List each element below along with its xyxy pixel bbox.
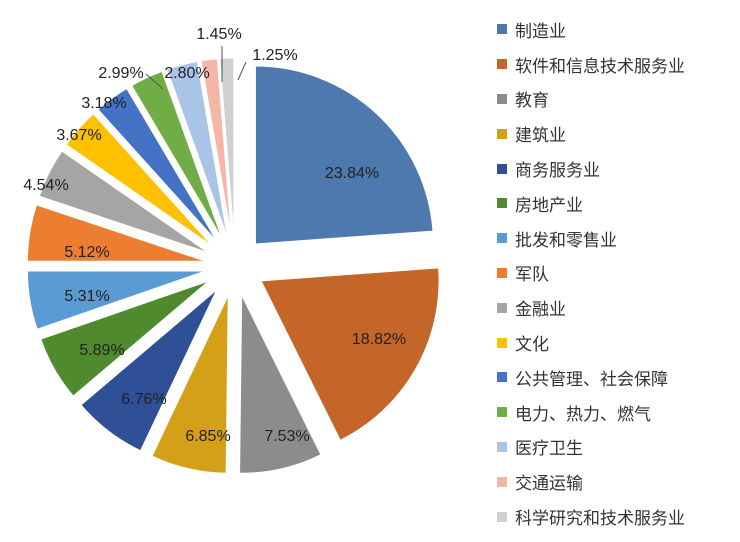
legend-item: 建筑业 [497,116,737,151]
label-leader-line [145,73,164,90]
legend-item: 金融业 [497,290,737,325]
pie-slice [80,289,218,452]
data-label: 1.25% [252,47,297,64]
label-leader-line [237,61,247,81]
legend-item: 科学研究和技术服务业 [497,499,737,534]
data-label: 6.76% [121,391,166,408]
legend-item: 批发和零售业 [497,221,737,256]
legend-label: 文化 [515,335,549,356]
legend-swatch [497,337,507,348]
legend-label: 软件和信息技术服务业 [515,56,685,77]
data-label: 3.67% [56,127,101,144]
pie-slice [219,57,235,237]
legend-swatch [497,302,507,313]
legend-item: 房地产业 [497,186,737,221]
data-label: 5.31% [64,288,109,305]
legend-item: 公共管理、社会保障 [497,360,737,395]
legend-item: 交通运输 [497,464,737,499]
data-label: 18.82% [352,331,406,348]
data-label: 23.84% [325,165,379,182]
pie-slice [151,295,229,474]
pie-slice [65,113,213,247]
data-label: 7.53% [264,428,309,445]
legend-label: 交通运输 [515,474,583,495]
pie-slice [38,150,209,254]
legend-swatch [497,407,507,418]
legend-label: 商务服务业 [515,161,600,182]
legend-label: 科学研究和技术服务业 [515,509,685,530]
pie-slice [200,58,232,237]
legend-item: 电力、热力、燃气 [497,395,737,430]
legend-label: 教育 [515,91,549,112]
legend-label: 制造业 [515,21,566,42]
legend-swatch [497,163,507,174]
pie-slice [239,295,322,474]
pie-slice [26,204,206,262]
pie-slice [260,267,440,441]
legend-label: 军队 [515,265,549,286]
legend: 制造业软件和信息技术服务业 教育建筑业商务服务业房地产业批发和零售业 军队金融业文化… [497,12,737,534]
data-label: 3.18% [81,95,126,112]
legend-swatch [497,93,507,104]
legend-swatch [497,233,507,244]
legend-swatch [497,476,507,487]
data-label: 6.85% [185,428,230,445]
legend-item: 文化 [497,325,737,360]
legend-swatch [497,128,507,139]
legend-item: 教育 [497,82,737,117]
data-label: 1.45% [196,26,241,43]
legend-item: 医疗卫生 [497,430,737,465]
pie-slice [26,270,206,330]
data-label: 4.54% [23,177,68,194]
legend-swatch [497,198,507,209]
legend-label: 医疗卫生 [515,439,583,460]
legend-label: 公共管理、社会保障 [515,369,668,390]
legend-label: 房地产业 [515,195,583,216]
legend-item: 军队 [497,256,737,291]
legend-label: 金融业 [515,300,566,321]
pie-slice [166,60,228,238]
legend-swatch [497,59,507,70]
data-label: 5.12% [64,244,109,261]
data-label: 2.99% [98,65,143,82]
legend-item: 制造业 [497,12,737,47]
legend-swatch [497,267,507,278]
legend-item: 商务服务业 [497,151,737,186]
legend-swatch [497,441,507,452]
pie-slice [97,87,218,243]
legend-swatch [497,511,507,522]
pie-slice [254,65,434,245]
pie-slice [131,70,223,240]
legend-label: 建筑业 [515,126,566,147]
legend-swatch [497,24,507,35]
data-label: 5.89% [79,342,124,359]
legend-label: 电力、热力、燃气 [515,404,651,425]
legend-swatch [497,372,507,383]
pie-slice [40,280,210,397]
legend-item: 软件和信息技术服务业 [497,47,737,82]
data-label: 2.80% [164,65,209,82]
legend-label: 批发和零售业 [515,230,617,251]
